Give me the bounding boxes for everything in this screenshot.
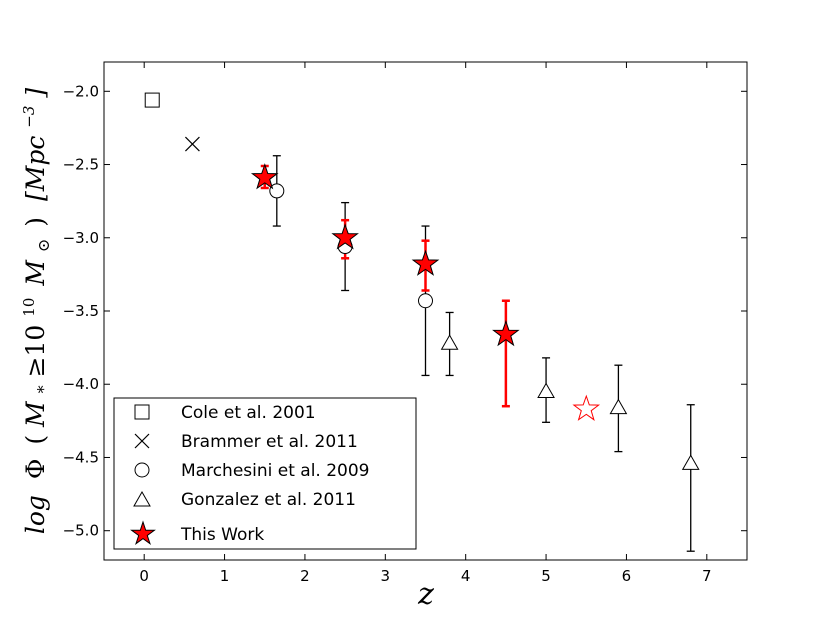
legend-label-cole: Cole et al. 2001: [181, 403, 316, 423]
y-label-star: *: [34, 385, 53, 393]
data-point-triangle: [681, 454, 700, 470]
x-axis-label: z: [417, 577, 434, 612]
y-tick-label: −4.0: [63, 375, 99, 393]
x-tick-label: 6: [622, 567, 632, 585]
data-point-star: [492, 319, 520, 347]
y-label-exp: −3: [20, 106, 38, 128]
data-point-triangle: [609, 398, 628, 415]
legend-marker-square: [134, 404, 150, 420]
y-tick-label: −3.0: [63, 229, 99, 247]
x-tick-label: 0: [139, 567, 149, 585]
x-tick-label: 1: [220, 567, 230, 585]
legend-frame: [113, 397, 417, 550]
data-point-triangle: [440, 334, 459, 350]
legend: Cole et al. 2001 Brammer et al. 2011 Mar…: [113, 397, 417, 550]
data-point-circle: [418, 293, 433, 309]
y-label-exp10: 10: [20, 298, 38, 317]
legend-label-gonzalez: Gonzalez et al. 2011: [181, 490, 356, 510]
data-point-triangle: [537, 382, 555, 399]
x-tick-label: 7: [702, 567, 712, 585]
y-label-open: (: [21, 435, 50, 445]
x-tick-label: 3: [381, 567, 391, 585]
x-tick-label: 2: [300, 567, 310, 585]
y-axis-label: log Φ ( M * ≥10 10 M ⊙ ) [Mpc −3 ]: [11, 88, 55, 535]
y-label-unit-close: ]: [21, 88, 50, 99]
data-point-star: [250, 163, 279, 190]
y-label-close: ): [21, 217, 50, 227]
y-tick-label: −2.5: [63, 156, 99, 174]
data-point-star: [331, 223, 359, 250]
x-tick-label: 5: [541, 567, 551, 585]
data-point-star: [411, 249, 440, 276]
legend-label-this-work: This Work: [180, 525, 264, 545]
data-point-square: [144, 92, 160, 108]
y-tick-label: −5.0: [63, 522, 99, 540]
legend-label-marchesini: Marchesini et al. 2009: [181, 461, 370, 481]
y-label-log: log: [21, 495, 50, 534]
y-tick-label: −3.5: [63, 302, 99, 320]
x-tick-label: 4: [461, 567, 471, 585]
legend-marker-x: [134, 433, 150, 449]
legend-marker-star: [130, 520, 156, 546]
y-tick-label: −4.5: [63, 448, 99, 466]
y-label-m: M: [21, 400, 50, 428]
legend-label-brammer: Brammer et al. 2011: [181, 432, 358, 452]
legend-marker-triangle: [133, 490, 151, 507]
y-label-sun: ⊙: [34, 239, 53, 252]
legend-marker-circle: [134, 462, 150, 478]
y-label-unit: [Mpc: [21, 136, 50, 201]
y-label-ge: ≥10: [21, 325, 50, 378]
y-label-phi: Φ: [21, 459, 50, 480]
y-label-msun: M: [21, 259, 50, 287]
data-point-x: [184, 136, 200, 152]
y-tick-label: −2.0: [63, 82, 99, 100]
data-point-star-open: [572, 394, 601, 421]
data-point-circle: [269, 183, 285, 199]
